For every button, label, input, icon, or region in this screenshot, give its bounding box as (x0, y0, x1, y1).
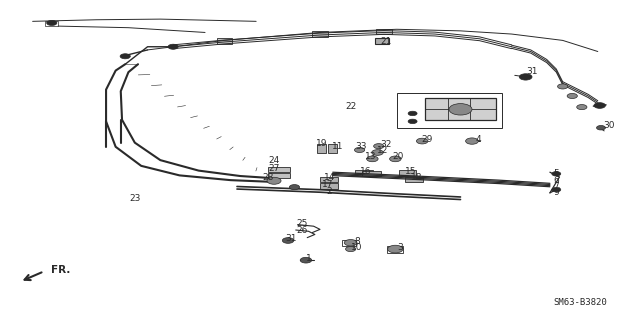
Text: 16: 16 (360, 167, 372, 176)
Text: 2: 2 (327, 187, 332, 196)
Circle shape (367, 156, 378, 162)
Bar (405, 177, 423, 182)
Bar (342, 240, 356, 246)
Circle shape (466, 138, 478, 144)
Circle shape (417, 138, 428, 144)
Text: 32: 32 (380, 140, 392, 149)
Text: 1: 1 (306, 255, 312, 263)
Text: 11: 11 (332, 142, 344, 151)
Text: 28: 28 (262, 174, 273, 182)
Circle shape (300, 257, 312, 263)
Text: 18: 18 (412, 173, 423, 182)
Circle shape (408, 111, 417, 116)
Bar (376, 29, 392, 34)
Circle shape (47, 20, 57, 26)
Circle shape (120, 54, 131, 59)
Bar (45, 21, 58, 26)
Circle shape (557, 84, 568, 89)
Text: 20: 20 (392, 152, 404, 161)
Text: 9: 9 (554, 188, 559, 197)
Text: 19: 19 (316, 139, 328, 148)
Text: 30: 30 (603, 121, 614, 130)
Circle shape (449, 104, 472, 115)
Bar (312, 31, 328, 37)
Bar (399, 170, 417, 176)
Circle shape (552, 188, 561, 192)
Bar (355, 170, 373, 176)
Bar (320, 183, 338, 189)
Circle shape (344, 240, 357, 246)
Circle shape (372, 150, 383, 155)
Text: 26: 26 (296, 226, 308, 234)
Text: 17: 17 (322, 180, 333, 189)
Circle shape (282, 238, 294, 243)
Circle shape (577, 105, 587, 110)
Circle shape (519, 74, 532, 80)
Text: 22: 22 (345, 102, 356, 111)
Circle shape (289, 185, 300, 190)
Text: 10: 10 (351, 243, 363, 252)
Circle shape (355, 147, 365, 152)
Text: 27: 27 (268, 164, 280, 173)
Text: 4: 4 (476, 135, 481, 144)
Circle shape (374, 144, 384, 149)
Text: 14: 14 (324, 174, 335, 182)
Bar (362, 171, 381, 176)
Bar (268, 173, 290, 178)
Circle shape (596, 125, 605, 130)
Text: 33: 33 (356, 142, 367, 151)
Circle shape (267, 177, 281, 184)
Text: 7: 7 (554, 182, 559, 191)
Text: 12: 12 (377, 146, 388, 155)
Text: 31: 31 (285, 234, 297, 243)
Bar (375, 38, 389, 44)
Text: 5: 5 (554, 169, 559, 178)
Circle shape (408, 119, 417, 123)
Text: SM63-B3820: SM63-B3820 (554, 298, 607, 307)
Text: 25: 25 (296, 219, 308, 228)
Bar (317, 144, 326, 153)
Circle shape (567, 93, 577, 99)
Text: 8: 8 (354, 237, 360, 246)
Bar (328, 144, 337, 153)
Bar (216, 38, 232, 44)
Circle shape (388, 245, 403, 253)
Text: 3: 3 (397, 243, 403, 252)
Text: 6: 6 (554, 176, 559, 185)
Circle shape (168, 44, 178, 49)
Text: FR.: FR. (51, 265, 70, 275)
Bar (320, 177, 338, 182)
Text: 24: 24 (268, 156, 280, 165)
Text: 23: 23 (129, 194, 141, 203)
Text: 13: 13 (365, 152, 377, 161)
Text: 21: 21 (381, 38, 392, 47)
Circle shape (594, 103, 605, 108)
Text: 29: 29 (422, 135, 433, 144)
Bar (397, 93, 502, 128)
Bar (268, 167, 290, 172)
Circle shape (346, 247, 356, 252)
Circle shape (552, 172, 561, 176)
Text: 31: 31 (526, 67, 538, 76)
Circle shape (390, 156, 401, 162)
Bar (426, 98, 495, 120)
Text: 15: 15 (405, 167, 417, 176)
Bar (387, 246, 403, 253)
